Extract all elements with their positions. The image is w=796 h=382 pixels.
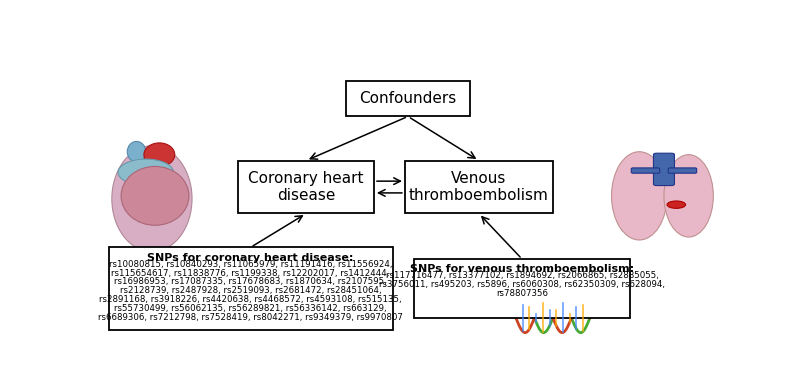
Ellipse shape xyxy=(127,141,146,162)
Text: rs10080815, rs10840293, rs11065979, rs11191416, rs11556924,: rs10080815, rs10840293, rs11065979, rs11… xyxy=(109,260,392,269)
Ellipse shape xyxy=(611,152,667,240)
Text: Confounders: Confounders xyxy=(359,91,457,106)
FancyBboxPatch shape xyxy=(669,168,696,173)
Ellipse shape xyxy=(118,159,174,186)
Text: SNPs for coronary heart disease:: SNPs for coronary heart disease: xyxy=(147,253,354,262)
FancyBboxPatch shape xyxy=(414,259,630,318)
Text: SNPs for venous thromboembolism:: SNPs for venous thromboembolism: xyxy=(410,264,634,274)
Text: rs2128739, rs2487928, rs2519093, rs2681472, rs28451064,: rs2128739, rs2487928, rs2519093, rs26814… xyxy=(120,286,381,295)
FancyBboxPatch shape xyxy=(405,160,553,214)
Ellipse shape xyxy=(121,167,189,225)
Text: Coronary heart
disease: Coronary heart disease xyxy=(248,171,364,203)
Text: rs117716477, rs13377102, rs1894692, rs2066865, rs2885055,: rs117716477, rs13377102, rs1894692, rs20… xyxy=(385,272,658,280)
Ellipse shape xyxy=(144,143,175,167)
FancyBboxPatch shape xyxy=(631,168,660,173)
Ellipse shape xyxy=(667,201,685,208)
FancyBboxPatch shape xyxy=(346,81,470,117)
Ellipse shape xyxy=(664,155,713,237)
FancyBboxPatch shape xyxy=(654,153,674,186)
Text: rs16986953, rs17087335, rs17678683, rs1870634, rs2107595,: rs16986953, rs17087335, rs17678683, rs18… xyxy=(115,277,387,286)
FancyBboxPatch shape xyxy=(109,247,392,330)
Text: rs6689306, rs7212798, rs7528419, rs8042271, rs9349379, rs9970807: rs6689306, rs7212798, rs7528419, rs80422… xyxy=(98,312,403,322)
Text: rs55730499, rs56062135, rs56289821, rs56336142, rs663129,: rs55730499, rs56062135, rs56289821, rs56… xyxy=(115,304,387,313)
Text: rs3756011, rs495203, rs5896, rs6060308, rs62350309, rs628094,: rs3756011, rs495203, rs5896, rs6060308, … xyxy=(379,280,665,289)
Text: rs2891168, rs3918226, rs4420638, rs4468572, rs4593108, rs515135,: rs2891168, rs3918226, rs4420638, rs44685… xyxy=(100,295,402,304)
FancyBboxPatch shape xyxy=(238,160,374,214)
Text: Venous
thromboembolism: Venous thromboembolism xyxy=(409,171,548,203)
Text: rs78807356: rs78807356 xyxy=(496,289,548,298)
Text: rs115654617, rs11838776, rs1199338, rs12202017, rs1412444,: rs115654617, rs11838776, rs1199338, rs12… xyxy=(111,269,390,277)
Ellipse shape xyxy=(111,146,192,252)
